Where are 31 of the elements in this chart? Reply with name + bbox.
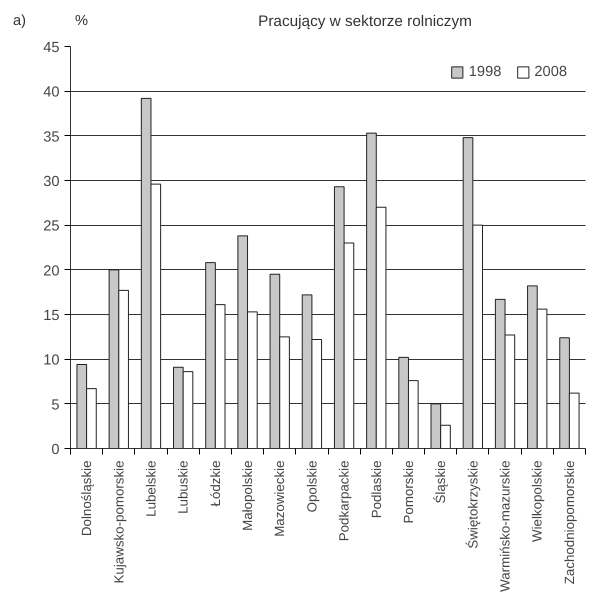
- y-tick-label: 20: [43, 263, 60, 280]
- legend-label: 1998: [468, 64, 502, 80]
- x-tick-label: Śląskie: [433, 460, 448, 504]
- legend-label: 2008: [534, 64, 567, 80]
- x-tick-label: Podlaskie: [368, 460, 384, 518]
- y-tick-label: 40: [43, 84, 60, 101]
- y-tick-label: 10: [43, 352, 60, 369]
- x-tick-label: Kujawsko-pomorskie: [111, 460, 126, 584]
- x-tick-label: Zachodniopomorskie: [562, 460, 577, 584]
- y-tick-label: 35: [43, 129, 60, 146]
- y-tick-label: 0: [51, 442, 60, 458]
- x-tick-label: Łódzkie: [208, 460, 223, 506]
- chart-title: Pracujący w sektorze rolniczym: [258, 12, 472, 32]
- y-tick-label: 45: [43, 40, 60, 56]
- x-tick-label: Pomorskie: [400, 460, 416, 524]
- x-tick-label: Małopolskie: [240, 460, 256, 531]
- x-tick-label: Podkarpackie: [336, 460, 352, 542]
- x-tick-label: Lubelskie: [143, 460, 158, 517]
- x-tick-label: Lubuskie: [176, 460, 191, 514]
- x-tick-label: Wielkopolskie: [530, 460, 545, 542]
- y-tick-label: 15: [43, 308, 60, 324]
- y-tick-label: 30: [43, 174, 60, 190]
- x-tick-label: Opolskie: [304, 460, 320, 512]
- y-tick-label: 25: [43, 218, 60, 235]
- text: a): [13, 12, 26, 31]
- x-tick-label: Warmińsko-mazurskie: [498, 460, 513, 592]
- x-tick-label: Mazowieckie: [272, 460, 288, 537]
- y-axis-title: %: [75, 12, 88, 31]
- y-tick-label: 5: [51, 397, 60, 414]
- x-tick-label: Świętokrzyskie: [465, 460, 480, 549]
- x-tick-label: Dolnośląskie: [79, 460, 94, 536]
